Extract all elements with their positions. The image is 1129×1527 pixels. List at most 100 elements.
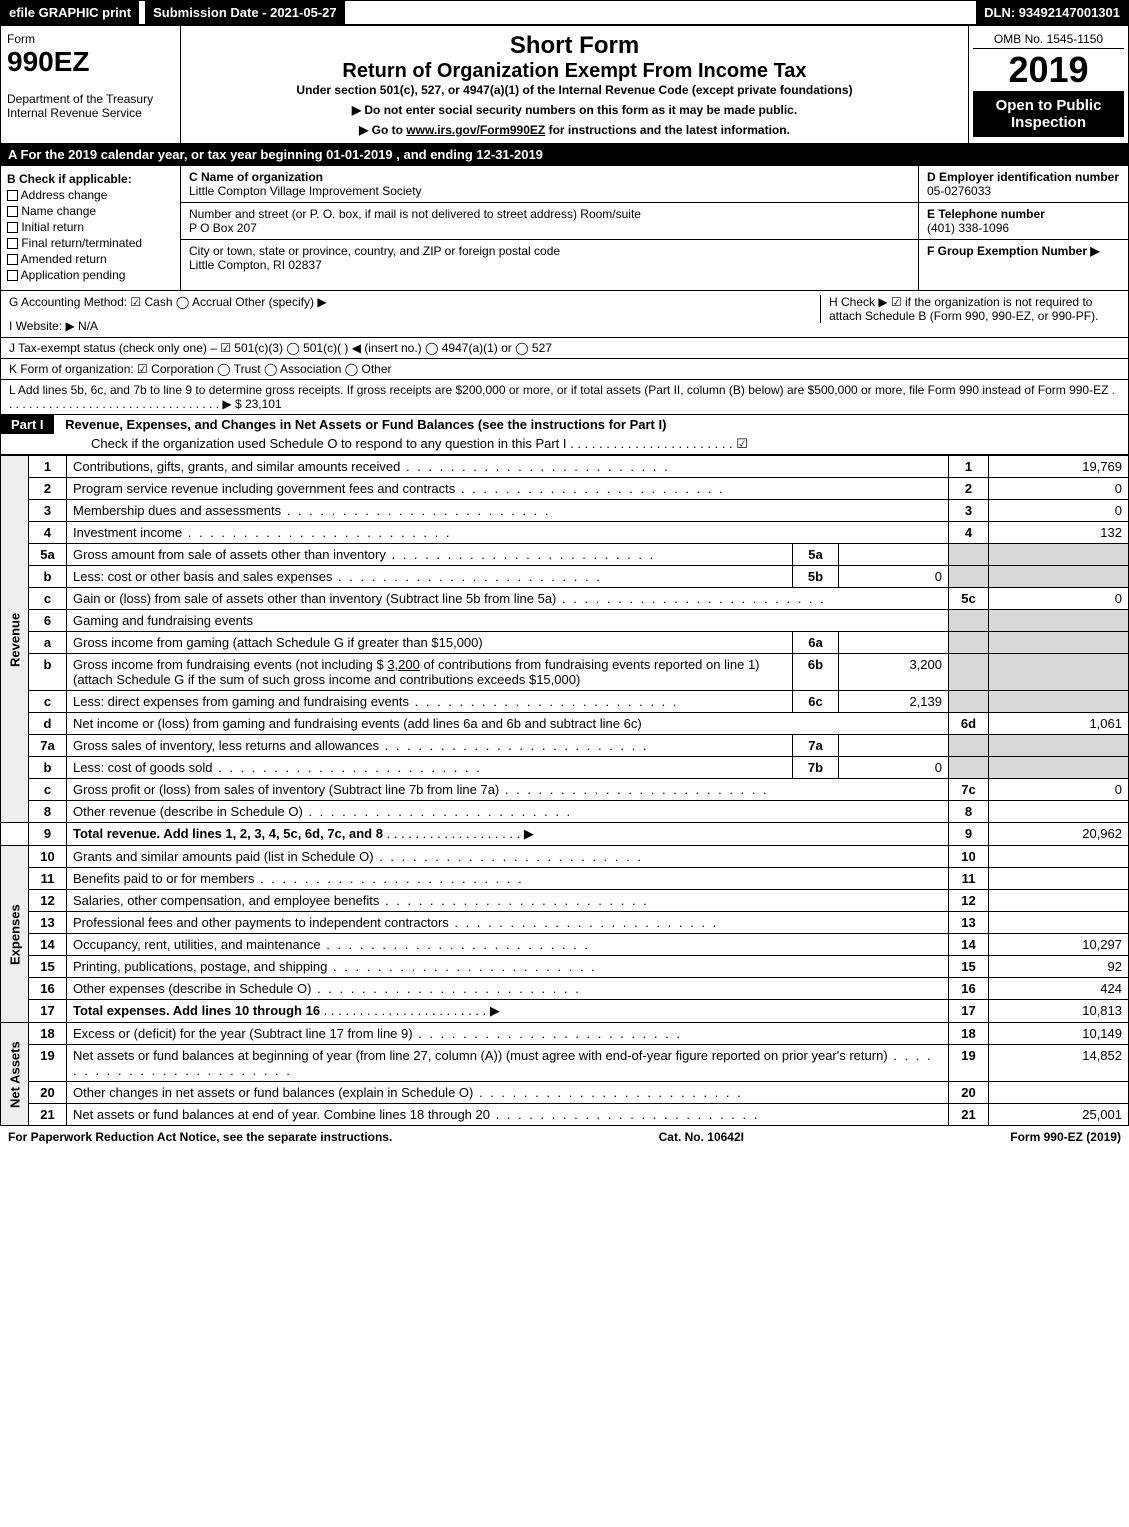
city-value: Little Compton, RI 02837 — [189, 258, 910, 272]
line-6a-mini: 6a — [793, 632, 839, 654]
goto-post: for instructions and the latest informat… — [545, 123, 790, 137]
line-13-val — [989, 912, 1129, 934]
omb-number: OMB No. 1545-1150 — [973, 30, 1124, 49]
revenue-vlabel: Revenue — [1, 456, 29, 823]
line-5c-val: 0 — [989, 588, 1129, 610]
line-15-no: 15 — [949, 956, 989, 978]
ssn-notice: ▶ Do not enter social security numbers o… — [191, 103, 958, 117]
line-20-text: Other changes in net assets or fund bala… — [73, 1085, 473, 1100]
line-3-no: 3 — [949, 500, 989, 522]
line-13-no: 13 — [949, 912, 989, 934]
ein-value: 05-0276033 — [927, 184, 1120, 198]
line-1-no: 1 — [949, 456, 989, 478]
footer-left: For Paperwork Reduction Act Notice, see … — [8, 1130, 392, 1144]
line-10-text: Grants and similar amounts paid (list in… — [73, 849, 374, 864]
goto-pre: ▶ Go to — [359, 123, 406, 137]
line-16-val: 424 — [989, 978, 1129, 1000]
line-6c-minival: 2,139 — [839, 691, 949, 713]
line-4-no: 4 — [949, 522, 989, 544]
line-2-no: 2 — [949, 478, 989, 500]
line-6d-val: 1,061 — [989, 713, 1129, 735]
addr-value: P O Box 207 — [189, 221, 910, 235]
line-13-text: Professional fees and other payments to … — [73, 915, 449, 930]
box-h: H Check ▶ ☑ if the organization is not r… — [820, 295, 1120, 323]
line-2-text: Program service revenue including govern… — [73, 481, 455, 496]
addr-label: Number and street (or P. O. box, if mail… — [189, 207, 910, 221]
line-6c-mini: 6c — [793, 691, 839, 713]
info-grid: B Check if applicable: Address change Na… — [0, 165, 1129, 291]
line-14-no: 14 — [949, 934, 989, 956]
line-6c-text: Less: direct expenses from gaming and fu… — [73, 694, 409, 709]
check-amended-return[interactable]: Amended return — [21, 252, 107, 266]
right-info: D Employer identification number 05-0276… — [918, 166, 1128, 290]
phone-label: E Telephone number — [927, 207, 1120, 221]
box-j: J Tax-exempt status (check only one) – ☑… — [0, 338, 1129, 359]
line-16-no: 16 — [949, 978, 989, 1000]
line-9-no: 9 — [949, 823, 989, 846]
line-7b-text: Less: cost of goods sold — [73, 760, 212, 775]
line-5b-text: Less: cost or other basis and sales expe… — [73, 569, 332, 584]
dln: DLN: 93492147001301 — [976, 1, 1128, 24]
line-21-text: Net assets or fund balances at end of ye… — [73, 1107, 490, 1122]
line-14-text: Occupancy, rent, utilities, and maintena… — [73, 937, 321, 952]
line-7c-val: 0 — [989, 779, 1129, 801]
box-b-label: B Check if applicable: — [7, 172, 174, 186]
lines-table: Revenue 1 Contributions, gifts, grants, a… — [0, 455, 1129, 1126]
main-title: Return of Organization Exempt From Incom… — [191, 60, 958, 83]
check-initial-return[interactable]: Initial return — [21, 220, 84, 234]
check-address-change[interactable]: Address change — [21, 188, 108, 202]
line-19-text: Net assets or fund balances at beginning… — [73, 1048, 888, 1063]
line-6d-no: 6d — [949, 713, 989, 735]
line-20-no: 20 — [949, 1082, 989, 1104]
goto-notice: ▶ Go to www.irs.gov/Form990EZ for instru… — [191, 123, 958, 137]
line-7a-text: Gross sales of inventory, less returns a… — [73, 738, 379, 753]
line-7a-mini: 7a — [793, 735, 839, 757]
check-name-change[interactable]: Name change — [21, 204, 96, 218]
check-application-pending[interactable]: Application pending — [21, 268, 126, 282]
line-8-val — [989, 801, 1129, 823]
line-18-text: Excess or (deficit) for the year (Subtra… — [73, 1026, 413, 1041]
part-1-title: Revenue, Expenses, and Changes in Net As… — [57, 417, 666, 432]
line-5c-no: 5c — [949, 588, 989, 610]
line-11-text: Benefits paid to or for members — [73, 871, 254, 886]
footer: For Paperwork Reduction Act Notice, see … — [0, 1126, 1129, 1148]
line-6b-minival: 3,200 — [839, 654, 949, 691]
line-21-no: 21 — [949, 1104, 989, 1126]
line-5c-text: Gain or (loss) from sale of assets other… — [73, 591, 556, 606]
line-3-val: 0 — [989, 500, 1129, 522]
irs-link[interactable]: www.irs.gov/Form990EZ — [406, 123, 545, 137]
netassets-vlabel: Net Assets — [1, 1023, 29, 1126]
line-6b-text1: Gross income from fundraising events (no… — [73, 657, 387, 672]
line-17-text: Total expenses. Add lines 10 through 16 — [73, 1003, 320, 1018]
line-12-no: 12 — [949, 890, 989, 912]
tax-period: A For the 2019 calendar year, or tax yea… — [0, 144, 1129, 165]
open-to-public: Open to Public Inspection — [973, 91, 1124, 137]
line-19-no: 19 — [949, 1045, 989, 1082]
top-bar: efile GRAPHIC print Submission Date - 20… — [0, 0, 1129, 25]
line-6a-minival — [839, 632, 949, 654]
line-5b-minival: 0 — [839, 566, 949, 588]
line-14-val: 10,297 — [989, 934, 1129, 956]
line-4-text: Investment income — [73, 525, 182, 540]
line-19-val: 14,852 — [989, 1045, 1129, 1082]
line-20-val — [989, 1082, 1129, 1104]
line-7a-minival — [839, 735, 949, 757]
line-7c-text: Gross profit or (loss) from sales of inv… — [73, 782, 499, 797]
line-7b-minival: 0 — [839, 757, 949, 779]
expenses-vlabel: Expenses — [1, 846, 29, 1023]
check-final-return[interactable]: Final return/terminated — [21, 236, 142, 250]
line-3-text: Membership dues and assessments — [73, 503, 281, 518]
line-5a-minival — [839, 544, 949, 566]
org-name-label: C Name of organization — [189, 170, 910, 184]
city-label: City or town, state or province, country… — [189, 244, 910, 258]
efile-print-button[interactable]: efile GRAPHIC print — [1, 1, 139, 24]
line-21-val: 25,001 — [989, 1104, 1129, 1126]
line-4-val: 132 — [989, 522, 1129, 544]
submission-date: Submission Date - 2021-05-27 — [145, 1, 345, 24]
box-l: L Add lines 5b, 6c, and 7b to line 9 to … — [0, 380, 1129, 415]
line-2-val: 0 — [989, 478, 1129, 500]
line-1-text: Contributions, gifts, grants, and simila… — [73, 459, 400, 474]
line-15-text: Printing, publications, postage, and shi… — [73, 959, 327, 974]
line-16-text: Other expenses (describe in Schedule O) — [73, 981, 311, 996]
line-6a-text: Gross income from gaming (attach Schedul… — [73, 635, 483, 650]
